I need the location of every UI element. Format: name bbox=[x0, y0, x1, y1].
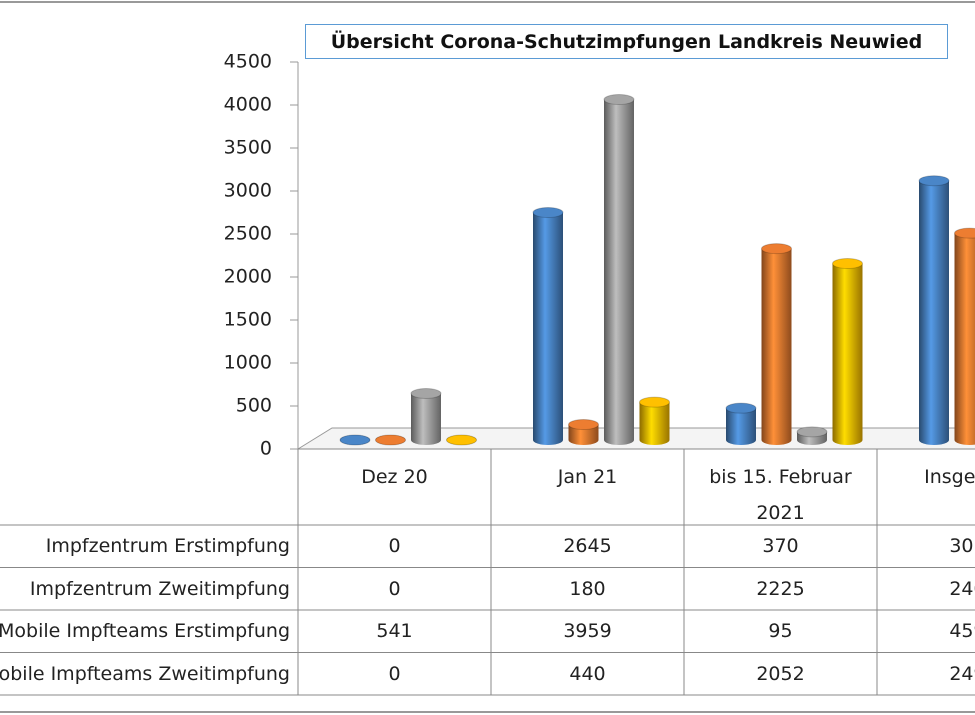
y-tick-label: 0 bbox=[260, 438, 272, 460]
bar-bottom bbox=[604, 435, 634, 445]
bar-bottom bbox=[533, 435, 563, 445]
table-value: 0 bbox=[388, 662, 401, 685]
bar-bottom bbox=[832, 435, 863, 445]
bar-top bbox=[796, 426, 828, 438]
bar-bottom bbox=[411, 435, 441, 445]
bar-top bbox=[568, 419, 599, 431]
bar-body bbox=[761, 248, 792, 440]
table-value: 3959 bbox=[563, 620, 612, 643]
y-tick-label: 1500 bbox=[224, 309, 272, 331]
bar-body bbox=[919, 180, 949, 440]
table-value: 541 bbox=[376, 620, 413, 643]
bar bbox=[639, 396, 670, 445]
bar-bottom bbox=[726, 435, 756, 445]
bar bbox=[603, 94, 635, 445]
y-tick-label: 3000 bbox=[224, 180, 272, 202]
table-value: 2225 bbox=[756, 577, 805, 600]
y-tick-label: 1000 bbox=[224, 352, 272, 374]
bar-top bbox=[761, 243, 792, 255]
bar-bottom bbox=[761, 435, 792, 445]
bar-bottom bbox=[919, 435, 949, 445]
legend-label: Mobile Impfteams Erstimpfung bbox=[0, 620, 290, 643]
bar-top bbox=[639, 396, 670, 408]
bar-body bbox=[639, 402, 670, 440]
bar-body bbox=[954, 233, 975, 440]
bar-top bbox=[410, 387, 442, 399]
x-tick-label: Insgesamt bbox=[924, 466, 975, 488]
legend-label: Impfzentrum Zweitimpfung bbox=[29, 577, 290, 600]
table-value: 180 bbox=[569, 577, 606, 600]
y-tick-label: 4500 bbox=[224, 51, 272, 73]
table-value: 3015 bbox=[949, 535, 975, 558]
y-tick-label: 2500 bbox=[224, 223, 272, 245]
bar-bottom bbox=[639, 435, 670, 445]
bar-body bbox=[726, 408, 756, 440]
bar-bottom bbox=[954, 435, 975, 445]
legend-label: Mobile Impfteams Zweitimpfung bbox=[0, 662, 290, 685]
chart-title: Übersicht Corona-Schutzimpfungen Landkre… bbox=[305, 24, 948, 59]
bar bbox=[954, 227, 975, 445]
table-value: 4595 bbox=[949, 620, 975, 643]
table-value: 2492 bbox=[949, 662, 975, 685]
x-tick-label: bis 15. Februar 2021 bbox=[709, 466, 852, 524]
bar-top bbox=[954, 227, 975, 239]
bar-top bbox=[918, 175, 950, 187]
bar-top bbox=[446, 434, 477, 446]
table-value: 2405 bbox=[949, 577, 975, 600]
table-value: 440 bbox=[569, 662, 606, 685]
legend-label: Impfzentrum Erstimpfung bbox=[45, 535, 290, 558]
y-tick-label: 4000 bbox=[224, 94, 272, 116]
table-value: 2052 bbox=[756, 662, 805, 685]
bar-body bbox=[411, 393, 441, 440]
bar-top bbox=[532, 207, 564, 219]
bar bbox=[568, 419, 599, 445]
bar-bottom bbox=[568, 435, 599, 445]
x-tick-label: Dez 20 bbox=[361, 466, 428, 488]
bar bbox=[796, 426, 828, 445]
y-tick-label: 2000 bbox=[224, 266, 272, 288]
bar bbox=[339, 434, 371, 446]
bar-top bbox=[603, 94, 635, 106]
bar bbox=[832, 258, 863, 445]
bar bbox=[761, 243, 792, 445]
bar-body bbox=[533, 212, 563, 440]
bar-bottom bbox=[797, 435, 827, 445]
bar-top bbox=[725, 402, 757, 414]
bar bbox=[918, 175, 950, 445]
bar bbox=[532, 207, 564, 445]
bar bbox=[410, 387, 442, 445]
bar-top bbox=[375, 434, 406, 446]
table-value: 95 bbox=[768, 620, 793, 643]
table-value: 370 bbox=[762, 535, 799, 558]
x-tick-label: Jan 21 bbox=[557, 466, 618, 488]
y-tick-label: 3500 bbox=[224, 137, 272, 159]
bar-top bbox=[339, 434, 371, 446]
table-value: 0 bbox=[388, 535, 401, 558]
bar-body bbox=[832, 263, 863, 440]
table-value: 2645 bbox=[563, 535, 612, 558]
bar bbox=[446, 434, 477, 446]
table-value: 0 bbox=[388, 577, 401, 600]
bar bbox=[725, 402, 757, 445]
bar bbox=[375, 434, 406, 446]
bar-body bbox=[604, 99, 634, 440]
bar-top bbox=[832, 258, 863, 270]
y-tick-label: 500 bbox=[236, 395, 272, 417]
